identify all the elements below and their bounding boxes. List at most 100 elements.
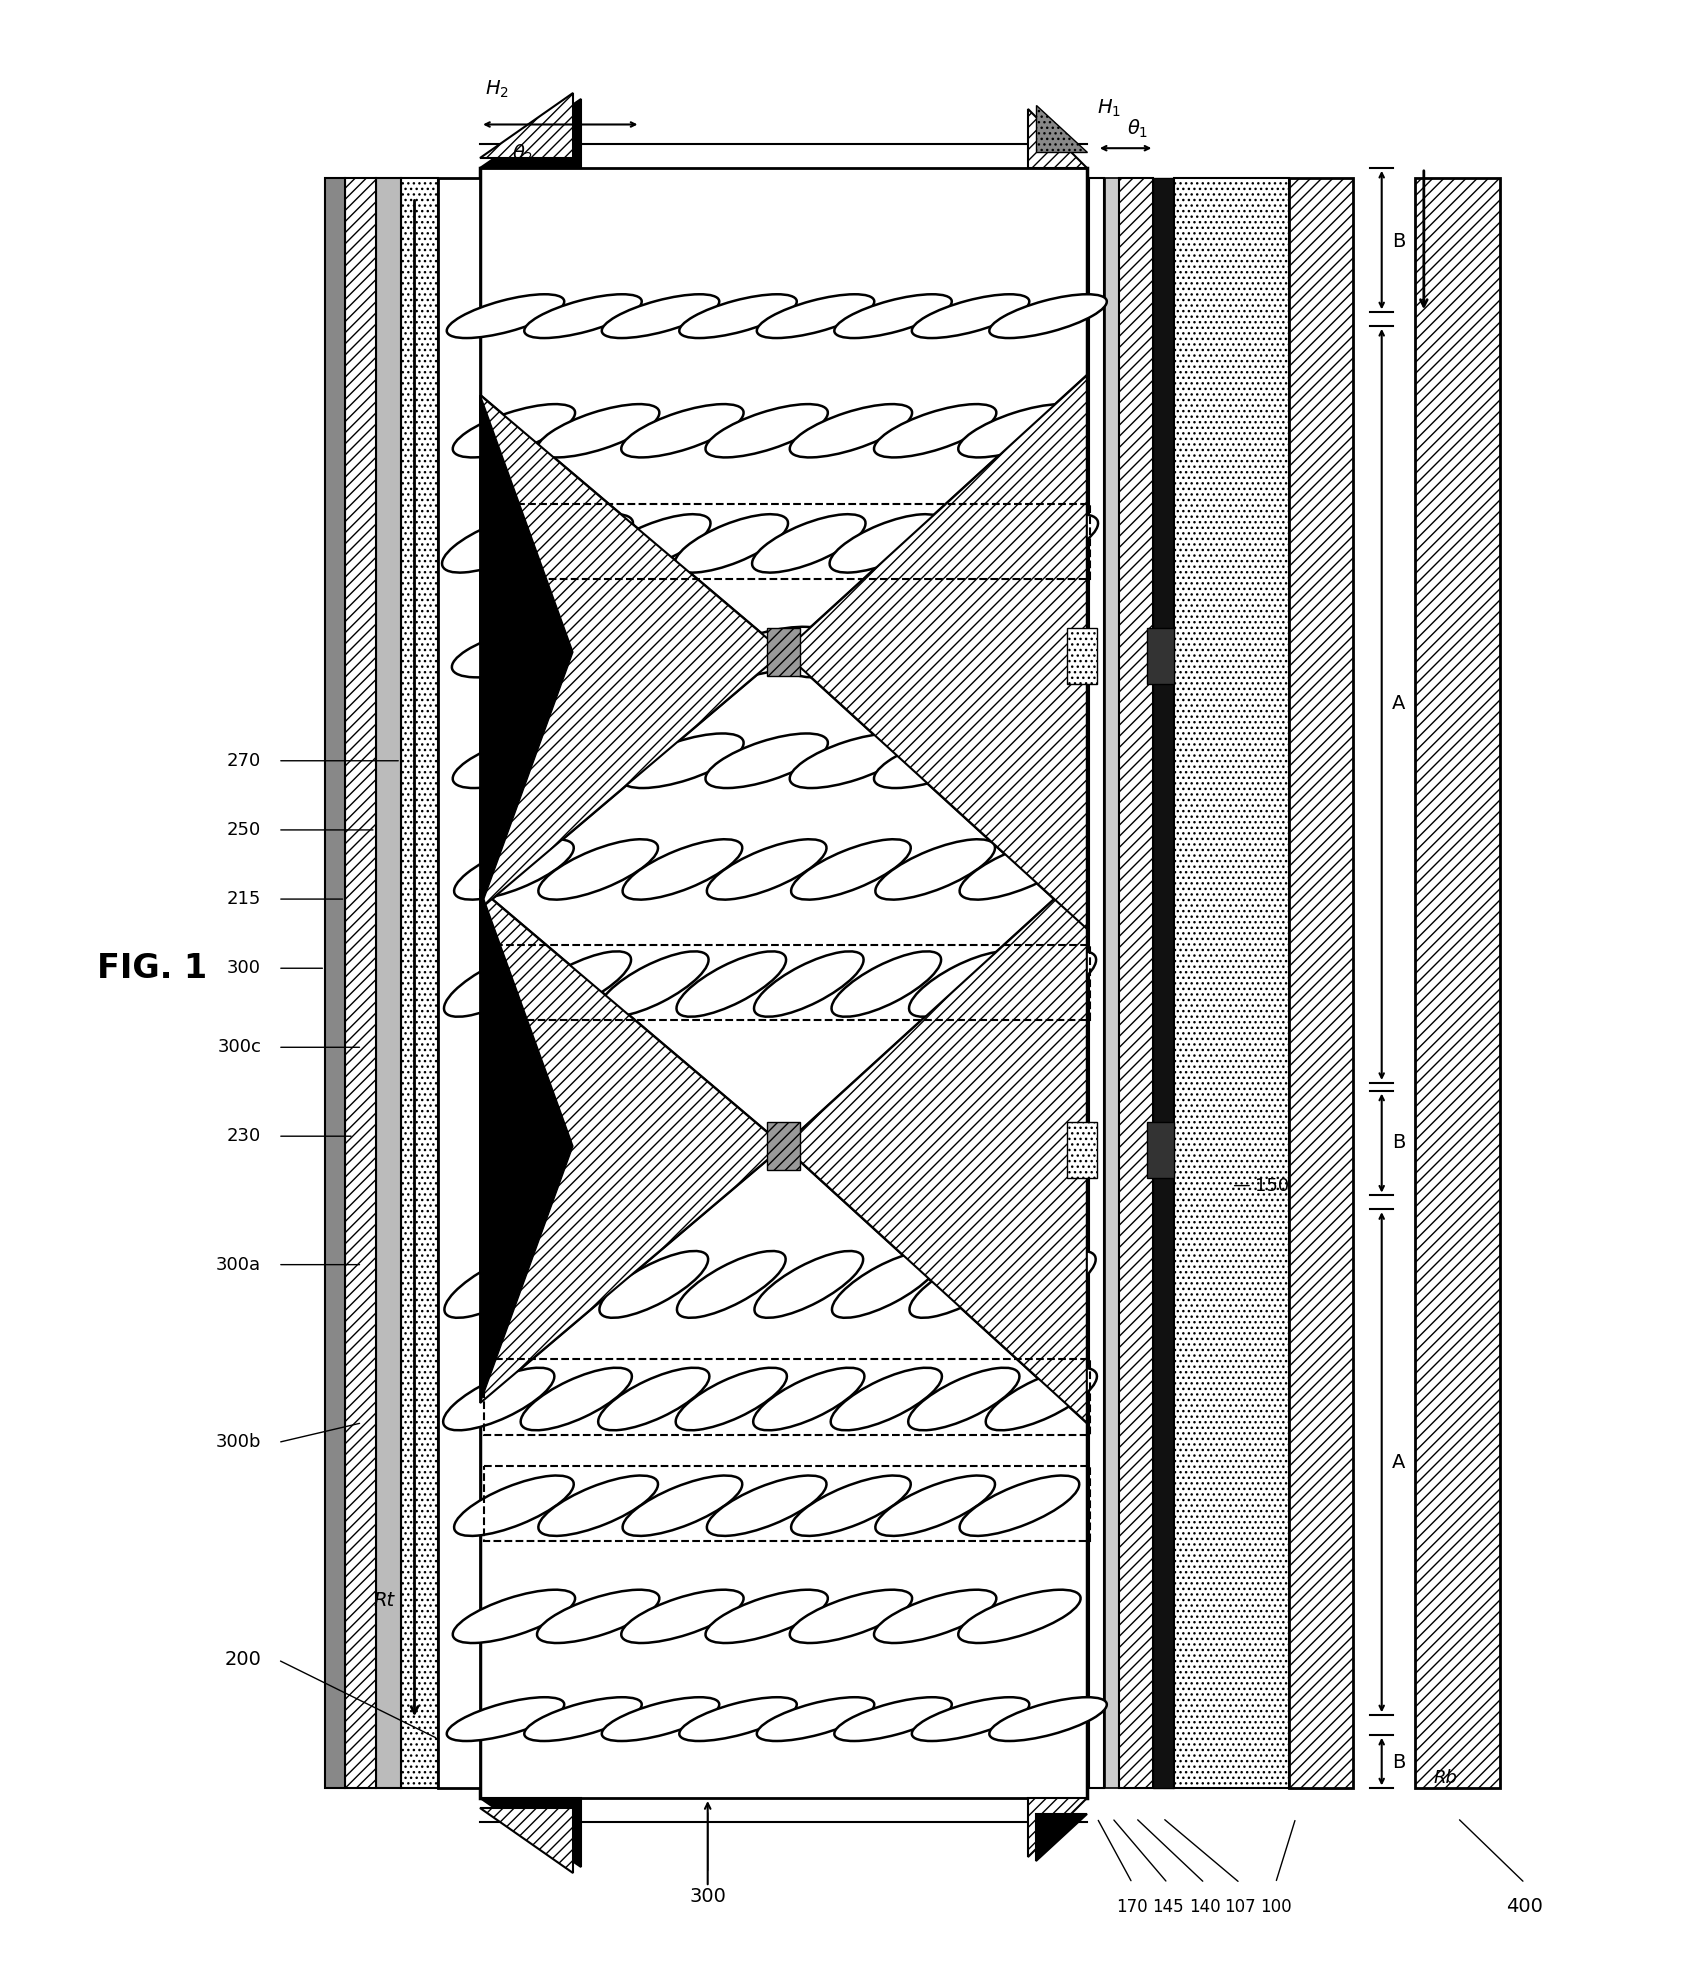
Text: 300: 300 — [227, 958, 261, 978]
Bar — [484, 1466, 1090, 1541]
Ellipse shape — [441, 514, 556, 573]
Text: 100: 100 — [1260, 1897, 1291, 1917]
Bar — [1105, 178, 1119, 1788]
Ellipse shape — [984, 514, 1099, 573]
Ellipse shape — [908, 950, 1019, 1018]
Ellipse shape — [910, 1251, 1018, 1318]
Ellipse shape — [522, 1251, 630, 1318]
Ellipse shape — [674, 514, 789, 573]
Bar — [1147, 628, 1174, 684]
Ellipse shape — [519, 514, 634, 573]
Text: 270: 270 — [227, 751, 261, 771]
Ellipse shape — [443, 1367, 554, 1431]
Ellipse shape — [875, 1476, 996, 1535]
Ellipse shape — [622, 733, 743, 788]
Text: B: B — [1392, 231, 1405, 251]
Ellipse shape — [753, 950, 864, 1018]
Ellipse shape — [706, 1476, 827, 1535]
Text: 170: 170 — [1117, 1897, 1147, 1917]
Ellipse shape — [596, 514, 711, 573]
Ellipse shape — [679, 294, 797, 338]
Ellipse shape — [959, 733, 1080, 788]
Ellipse shape — [704, 626, 829, 678]
Ellipse shape — [831, 950, 942, 1018]
Ellipse shape — [521, 950, 632, 1018]
Text: 150: 150 — [1255, 1176, 1289, 1195]
Text: 300a: 300a — [216, 1255, 261, 1275]
Text: 107: 107 — [1225, 1897, 1255, 1917]
Ellipse shape — [757, 1697, 875, 1741]
Text: A: A — [1392, 694, 1405, 713]
Ellipse shape — [959, 1476, 1080, 1535]
Ellipse shape — [453, 840, 575, 899]
Bar — [438, 178, 480, 1788]
Bar — [401, 178, 438, 1788]
Polygon shape — [784, 375, 1087, 929]
Text: 230: 230 — [227, 1126, 261, 1146]
Ellipse shape — [706, 733, 827, 788]
Ellipse shape — [959, 405, 1080, 456]
Ellipse shape — [453, 1476, 575, 1535]
Ellipse shape — [453, 405, 575, 456]
Text: 300: 300 — [689, 1887, 726, 1907]
Bar — [484, 1359, 1090, 1435]
Ellipse shape — [447, 294, 564, 338]
Ellipse shape — [538, 405, 659, 456]
Polygon shape — [480, 1808, 573, 1873]
Ellipse shape — [989, 294, 1107, 338]
Polygon shape — [480, 1798, 581, 1867]
Ellipse shape — [959, 840, 1080, 899]
Ellipse shape — [790, 405, 912, 456]
Ellipse shape — [987, 1251, 1095, 1318]
Ellipse shape — [989, 1697, 1107, 1741]
Ellipse shape — [875, 405, 996, 456]
Polygon shape — [1036, 105, 1087, 152]
Ellipse shape — [447, 1697, 564, 1741]
Ellipse shape — [538, 840, 659, 899]
Text: $\theta_2$: $\theta_2$ — [512, 142, 532, 166]
Ellipse shape — [829, 514, 944, 573]
Text: B: B — [1392, 1132, 1405, 1152]
Text: 300b: 300b — [216, 1433, 261, 1452]
Ellipse shape — [602, 294, 719, 338]
Bar — [1174, 178, 1289, 1788]
Polygon shape — [480, 93, 573, 158]
Ellipse shape — [790, 1476, 912, 1535]
Ellipse shape — [538, 1476, 659, 1535]
Ellipse shape — [524, 294, 642, 338]
Ellipse shape — [622, 405, 743, 456]
Bar — [376, 178, 401, 1788]
Ellipse shape — [521, 1367, 632, 1431]
Ellipse shape — [959, 1591, 1080, 1642]
Ellipse shape — [598, 950, 709, 1018]
Ellipse shape — [875, 733, 996, 788]
Ellipse shape — [875, 840, 996, 899]
Ellipse shape — [832, 1251, 940, 1318]
Ellipse shape — [755, 1251, 863, 1318]
Polygon shape — [1028, 1798, 1087, 1857]
Ellipse shape — [445, 1251, 553, 1318]
Ellipse shape — [986, 950, 1097, 1018]
Ellipse shape — [790, 840, 912, 899]
Ellipse shape — [598, 1367, 709, 1431]
Text: Rb: Rb — [1434, 1769, 1458, 1788]
Text: A: A — [1392, 1452, 1405, 1472]
Ellipse shape — [602, 1697, 719, 1741]
Ellipse shape — [622, 1591, 743, 1642]
Ellipse shape — [600, 1251, 708, 1318]
Ellipse shape — [453, 733, 575, 788]
Ellipse shape — [834, 1697, 952, 1741]
Polygon shape — [480, 395, 784, 909]
Bar — [1153, 178, 1174, 1788]
Ellipse shape — [790, 1591, 912, 1642]
Ellipse shape — [706, 840, 827, 899]
Polygon shape — [480, 889, 784, 1403]
Ellipse shape — [907, 514, 1021, 573]
Text: 400: 400 — [1506, 1897, 1543, 1917]
Bar — [484, 504, 1090, 579]
Ellipse shape — [753, 1367, 864, 1431]
Polygon shape — [480, 395, 573, 909]
Bar — [1119, 178, 1153, 1788]
Ellipse shape — [957, 626, 1082, 678]
Bar — [1067, 1122, 1097, 1178]
